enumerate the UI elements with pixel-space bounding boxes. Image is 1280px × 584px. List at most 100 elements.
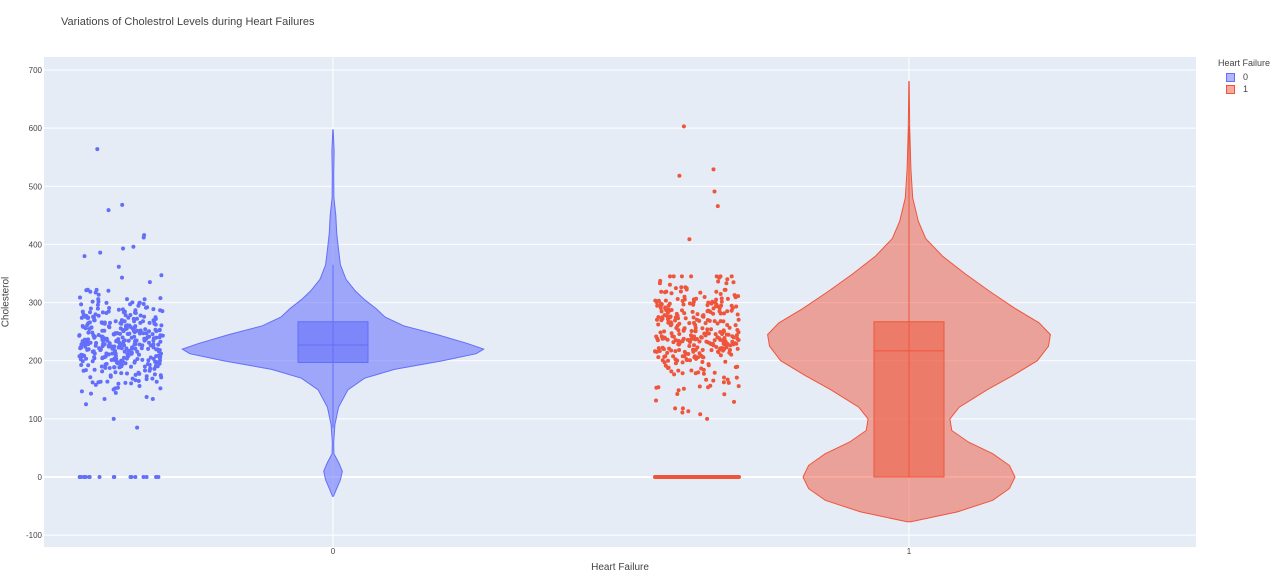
data-point (689, 337, 694, 341)
data-point (141, 319, 145, 324)
data-point (144, 377, 149, 382)
legend: Heart Failure 0 1 (1218, 58, 1270, 95)
data-point (671, 274, 676, 279)
data-point (105, 379, 110, 384)
data-point (93, 312, 98, 317)
data-point (113, 370, 118, 375)
legend-label-1: 1 (1243, 84, 1249, 94)
data-point (77, 475, 82, 479)
legend-item-1[interactable]: 1 (1226, 83, 1270, 95)
data-point (718, 330, 723, 334)
data-point (697, 339, 702, 344)
data-point (156, 475, 161, 479)
data-point (704, 377, 709, 382)
data-point (719, 296, 724, 301)
data-point (137, 384, 142, 388)
data-point (681, 328, 686, 333)
data-point (714, 345, 719, 349)
data-point (151, 307, 156, 312)
data-point (680, 410, 685, 415)
data-point (722, 287, 727, 292)
data-point (90, 380, 95, 385)
y-tick-label: 400 (29, 240, 43, 249)
data-point (677, 341, 682, 346)
data-point (732, 399, 736, 404)
data-point (659, 309, 664, 314)
data-point (699, 335, 704, 340)
data-point (129, 381, 134, 386)
data-point (680, 308, 684, 313)
data-point (140, 357, 145, 362)
data-point (658, 278, 663, 283)
data-point (111, 387, 116, 392)
data-point (667, 282, 672, 287)
data-point (87, 327, 92, 331)
data-point (158, 308, 163, 313)
data-point (83, 475, 88, 479)
data-point (693, 328, 698, 333)
data-point (135, 425, 140, 430)
data-point (695, 312, 700, 317)
data-point (670, 334, 675, 339)
data-point (703, 333, 708, 338)
data-point (98, 250, 103, 255)
data-point (718, 311, 723, 316)
data-point (696, 370, 701, 375)
data-point (669, 369, 674, 374)
data-point (88, 340, 93, 345)
data-point (712, 338, 717, 343)
data-point (79, 315, 84, 320)
data-point (708, 383, 713, 388)
data-point (706, 308, 711, 313)
y-tick-label: 100 (29, 415, 43, 424)
data-point (706, 300, 711, 305)
data-point (727, 325, 732, 330)
data-point (102, 397, 107, 401)
legend-item-0[interactable]: 0 (1226, 71, 1270, 83)
data-point (83, 344, 88, 349)
data-point (118, 331, 122, 336)
data-point (701, 371, 706, 376)
data-point (153, 327, 158, 332)
data-point (120, 359, 125, 364)
data-point (85, 287, 90, 292)
data-point (704, 339, 709, 344)
chart-title: Variations of Cholestrol Levels during H… (61, 16, 315, 28)
x-tick-label: 1 (907, 547, 912, 556)
data-point (718, 353, 723, 358)
data-point (693, 325, 698, 330)
data-point (662, 360, 667, 365)
data-point (121, 341, 125, 346)
data-point (109, 358, 114, 362)
data-point (714, 297, 719, 302)
data-point (135, 349, 140, 354)
data-point (677, 321, 682, 326)
data-point (717, 336, 722, 341)
data-point (688, 340, 692, 344)
data-point (666, 358, 670, 363)
data-point (722, 392, 727, 397)
data-point (736, 384, 741, 389)
data-point (102, 328, 107, 333)
data-point (724, 281, 729, 286)
data-point (113, 319, 118, 324)
data-point (712, 370, 717, 375)
data-point (126, 315, 131, 320)
data-point (86, 337, 91, 342)
data-point (133, 372, 138, 377)
data-point (119, 371, 124, 376)
data-point (158, 386, 163, 391)
data-point (154, 347, 159, 352)
data-point (142, 338, 147, 343)
data-point (686, 352, 691, 356)
data-point (656, 322, 661, 327)
data-point (98, 379, 103, 384)
data-point (123, 361, 128, 366)
data-point (700, 326, 705, 331)
data-point (667, 346, 672, 351)
data-point (663, 363, 668, 368)
data-point (673, 349, 678, 354)
data-point (137, 300, 142, 305)
data-point (664, 289, 669, 294)
data-point (722, 336, 727, 340)
